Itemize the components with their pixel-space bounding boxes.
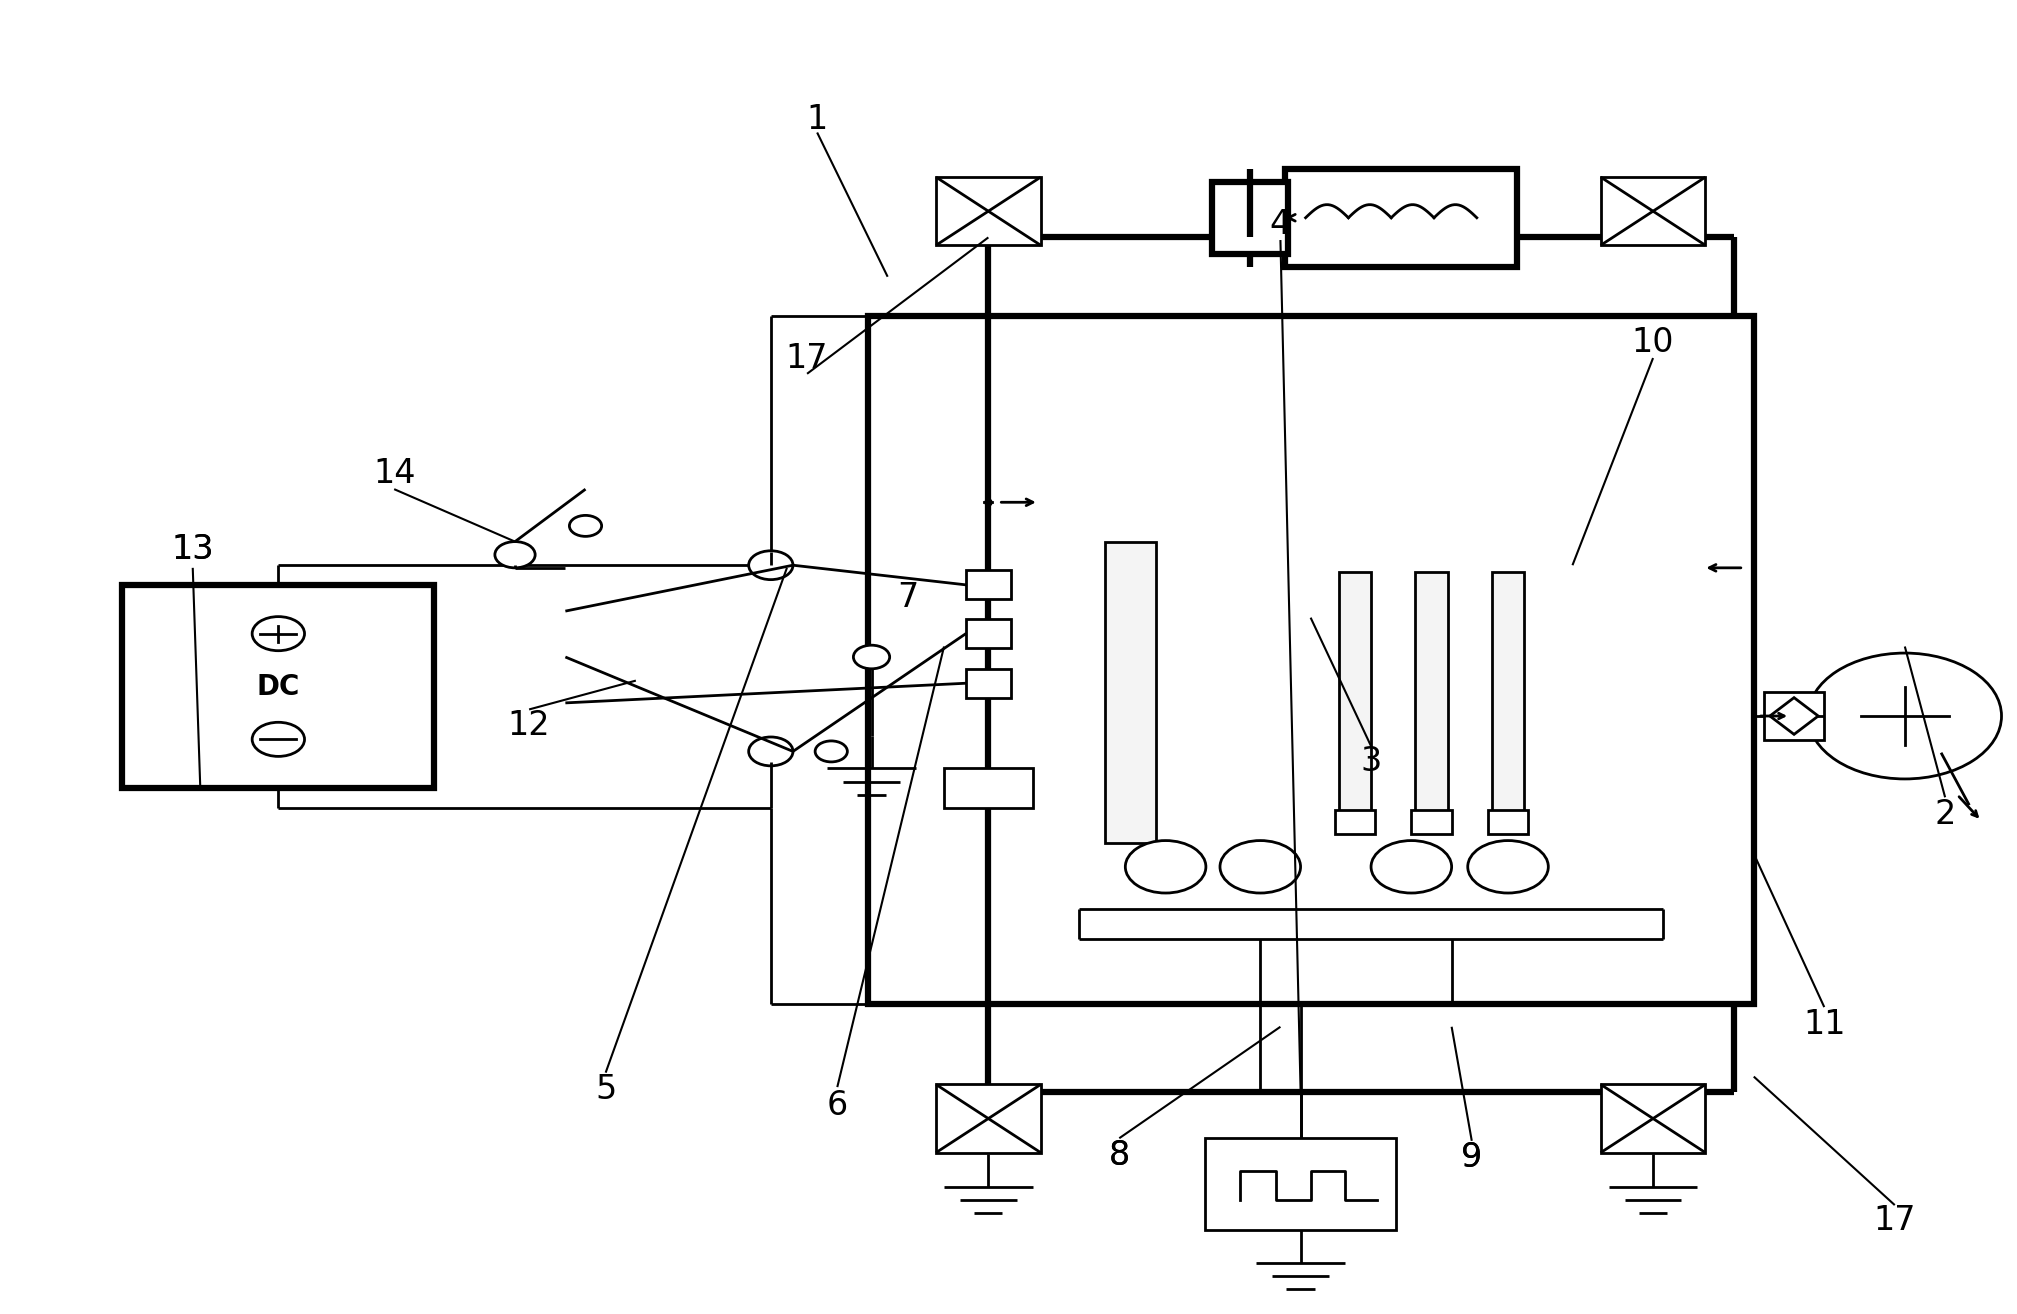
Text: 8: 8: [1109, 1139, 1130, 1172]
Text: 9: 9: [1460, 1142, 1482, 1175]
Text: 6: 6: [827, 1089, 847, 1122]
Circle shape: [815, 741, 847, 762]
Circle shape: [1372, 841, 1452, 894]
Text: 10: 10: [1632, 326, 1674, 359]
Bar: [1601, 177, 1706, 246]
Circle shape: [252, 723, 305, 757]
Bar: [936, 1084, 1041, 1152]
Circle shape: [748, 551, 793, 579]
Circle shape: [1125, 841, 1206, 894]
Circle shape: [1807, 653, 2001, 779]
Bar: [936, 177, 1041, 246]
Bar: [1416, 572, 1448, 815]
Circle shape: [569, 515, 601, 536]
Text: DC: DC: [256, 673, 301, 700]
Text: 13: 13: [171, 533, 214, 566]
Bar: [966, 570, 1011, 599]
Circle shape: [252, 616, 305, 650]
Bar: [1493, 572, 1525, 815]
Bar: [1339, 572, 1372, 815]
Circle shape: [853, 645, 889, 669]
Text: 4: 4: [1271, 208, 1291, 240]
Bar: [1763, 692, 1823, 740]
Text: 8: 8: [1109, 1139, 1130, 1172]
Text: 7: 7: [898, 582, 918, 615]
Bar: [867, 317, 1753, 1004]
Bar: [966, 669, 1011, 698]
Bar: [1105, 541, 1156, 844]
Circle shape: [494, 541, 535, 568]
Text: 2: 2: [1934, 798, 1956, 830]
Circle shape: [1468, 841, 1549, 894]
Text: 9: 9: [1460, 1142, 1482, 1175]
Text: 14: 14: [373, 457, 416, 490]
Circle shape: [748, 737, 793, 766]
Bar: [1601, 1084, 1706, 1152]
Bar: [1489, 811, 1529, 834]
Text: 17: 17: [787, 342, 829, 374]
Text: 3: 3: [1359, 745, 1382, 778]
Polygon shape: [1769, 698, 1817, 735]
Bar: [1412, 811, 1452, 834]
Text: 5: 5: [595, 1074, 617, 1106]
Circle shape: [1220, 841, 1301, 894]
Text: 11: 11: [1803, 1008, 1846, 1041]
Bar: [1335, 811, 1376, 834]
Text: 13: 13: [171, 533, 214, 566]
Bar: [944, 769, 1033, 808]
Text: 1: 1: [807, 102, 827, 135]
Text: 17: 17: [1874, 1205, 1916, 1238]
Bar: [1212, 181, 1289, 254]
Bar: [1204, 1138, 1396, 1230]
Bar: [123, 585, 434, 788]
Text: 12: 12: [508, 708, 551, 741]
Bar: [1285, 168, 1517, 267]
Bar: [966, 619, 1011, 648]
